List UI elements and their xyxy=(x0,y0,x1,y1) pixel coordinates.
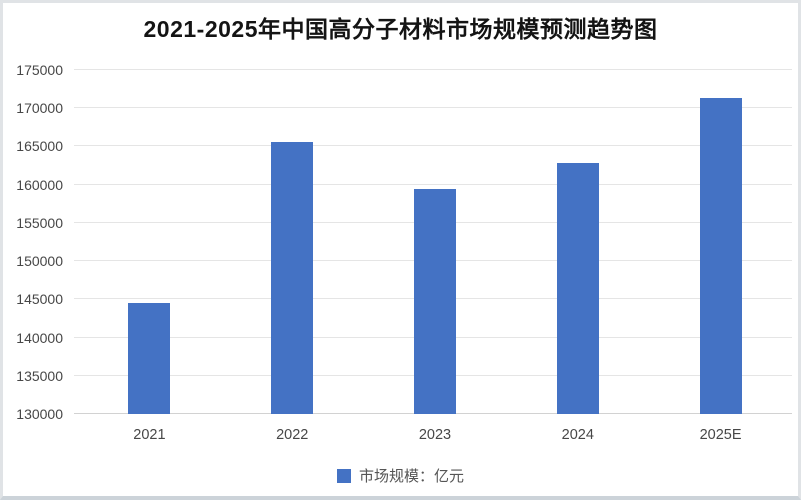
legend-label: 市场规模：亿元 xyxy=(358,468,464,485)
bar-2024 xyxy=(556,163,599,414)
gridline xyxy=(74,107,792,109)
y-tick-label: 170000 xyxy=(16,100,63,117)
y-tick-label: 175000 xyxy=(16,62,63,78)
y-tick-label: 130000 xyxy=(16,406,63,422)
bar-2025E xyxy=(699,98,742,414)
plot-area xyxy=(74,69,792,414)
y-tick-label: 145000 xyxy=(16,291,63,308)
chart-title: 2021-2025年中国高分子材料市场规模预测趋势图 xyxy=(143,16,658,42)
gridline xyxy=(74,145,792,147)
y-tick-label: 155000 xyxy=(16,214,63,231)
x-tick-label-2024: 2024 xyxy=(561,427,594,443)
legend: 市场规模：亿元 xyxy=(3,465,798,486)
gridline xyxy=(74,69,792,70)
x-axis: 2021 2022 2023 2024 2025E xyxy=(78,427,792,443)
y-axis: 130000 135000 140000 145000 150000 155000 1600… xyxy=(3,62,69,422)
y-tick-label: 150000 xyxy=(16,253,63,270)
bar-2021 xyxy=(128,303,171,414)
x-tick-label-2021: 2021 xyxy=(133,427,166,443)
y-tick-label: 165000 xyxy=(16,138,63,155)
x-tick-label-2022: 2022 xyxy=(276,427,309,443)
gridline xyxy=(74,183,792,185)
y-tick-label: 140000 xyxy=(16,329,63,346)
x-tick-label-2025E: 2025E xyxy=(699,427,742,443)
legend-swatch-icon xyxy=(336,468,351,483)
y-tick-label: 135000 xyxy=(16,367,63,384)
bar-2023 xyxy=(414,188,456,414)
y-tick-label: 160000 xyxy=(16,176,63,193)
bar-2022 xyxy=(271,141,314,414)
x-tick-label-2023: 2023 xyxy=(418,427,452,443)
